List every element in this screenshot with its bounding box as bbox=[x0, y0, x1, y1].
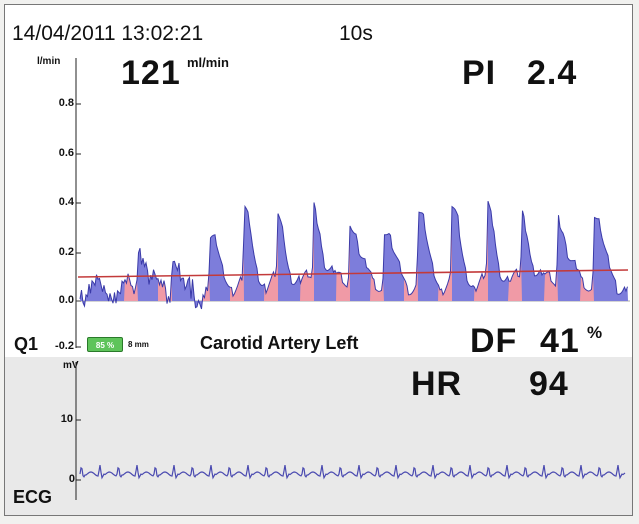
systolic-fill-3 bbox=[230, 245, 244, 301]
ecg-tick-0: 0 bbox=[68, 473, 75, 485]
systolic-fill-13 bbox=[580, 272, 594, 301]
channel-label: Q1 bbox=[14, 334, 39, 354]
flow-tick-minus-0.2: -0.2 bbox=[55, 340, 74, 352]
systolic-fill-4 bbox=[264, 213, 278, 301]
df-unit: % bbox=[587, 323, 603, 342]
systolic-fill-2 bbox=[196, 272, 210, 301]
sweep-speed-label: 10s bbox=[339, 22, 373, 45]
systolic-fill-0 bbox=[124, 273, 138, 301]
flow-tick-0.2: 0.2 bbox=[58, 246, 74, 258]
flow-outline bbox=[79, 200, 628, 310]
ecg-tick-10: 10 bbox=[60, 413, 73, 425]
ecg-axis-unit: mV bbox=[63, 360, 79, 371]
ecg-label: ECG bbox=[13, 487, 53, 507]
flow-tick-0.8: 0.8 bbox=[58, 97, 74, 109]
systolic-fill-12 bbox=[544, 264, 558, 301]
flow-area bbox=[80, 201, 628, 309]
ecg-panel bbox=[5, 357, 632, 515]
systolic-fill-6 bbox=[336, 225, 350, 301]
pi-label: PI bbox=[462, 54, 497, 92]
flow-waveform bbox=[79, 200, 628, 310]
flow-tick-0.0: 0.0 bbox=[58, 294, 74, 306]
flow-axis-unit: l/min bbox=[37, 56, 61, 67]
flow-tick-0.6: 0.6 bbox=[58, 147, 74, 159]
flow-value: 121 bbox=[121, 54, 181, 92]
pi-value: 2.4 bbox=[527, 54, 578, 92]
hr-label: HR bbox=[411, 365, 463, 403]
df-label: DF bbox=[470, 322, 518, 360]
datetime-label: 14/04/2011 13:02:21 bbox=[12, 22, 204, 45]
flow-value-unit: ml/min bbox=[187, 55, 229, 70]
probe-location-label: Carotid Artery Left bbox=[200, 333, 359, 353]
systolic-fill-5 bbox=[300, 202, 314, 301]
flow-tick-0.4: 0.4 bbox=[58, 196, 74, 208]
ecg-waveform bbox=[79, 464, 626, 480]
hr-value: 94 bbox=[529, 365, 569, 403]
df-value: 41 bbox=[540, 322, 580, 360]
systolic-fill-11 bbox=[508, 256, 522, 301]
probe-size-label: 8 mm bbox=[128, 340, 149, 349]
mean-flow-line bbox=[77, 269, 629, 278]
signal-quality-badge: 85 % bbox=[87, 337, 123, 352]
systolic-fill-10 bbox=[474, 201, 488, 301]
systolic-fill-9 bbox=[438, 206, 452, 301]
